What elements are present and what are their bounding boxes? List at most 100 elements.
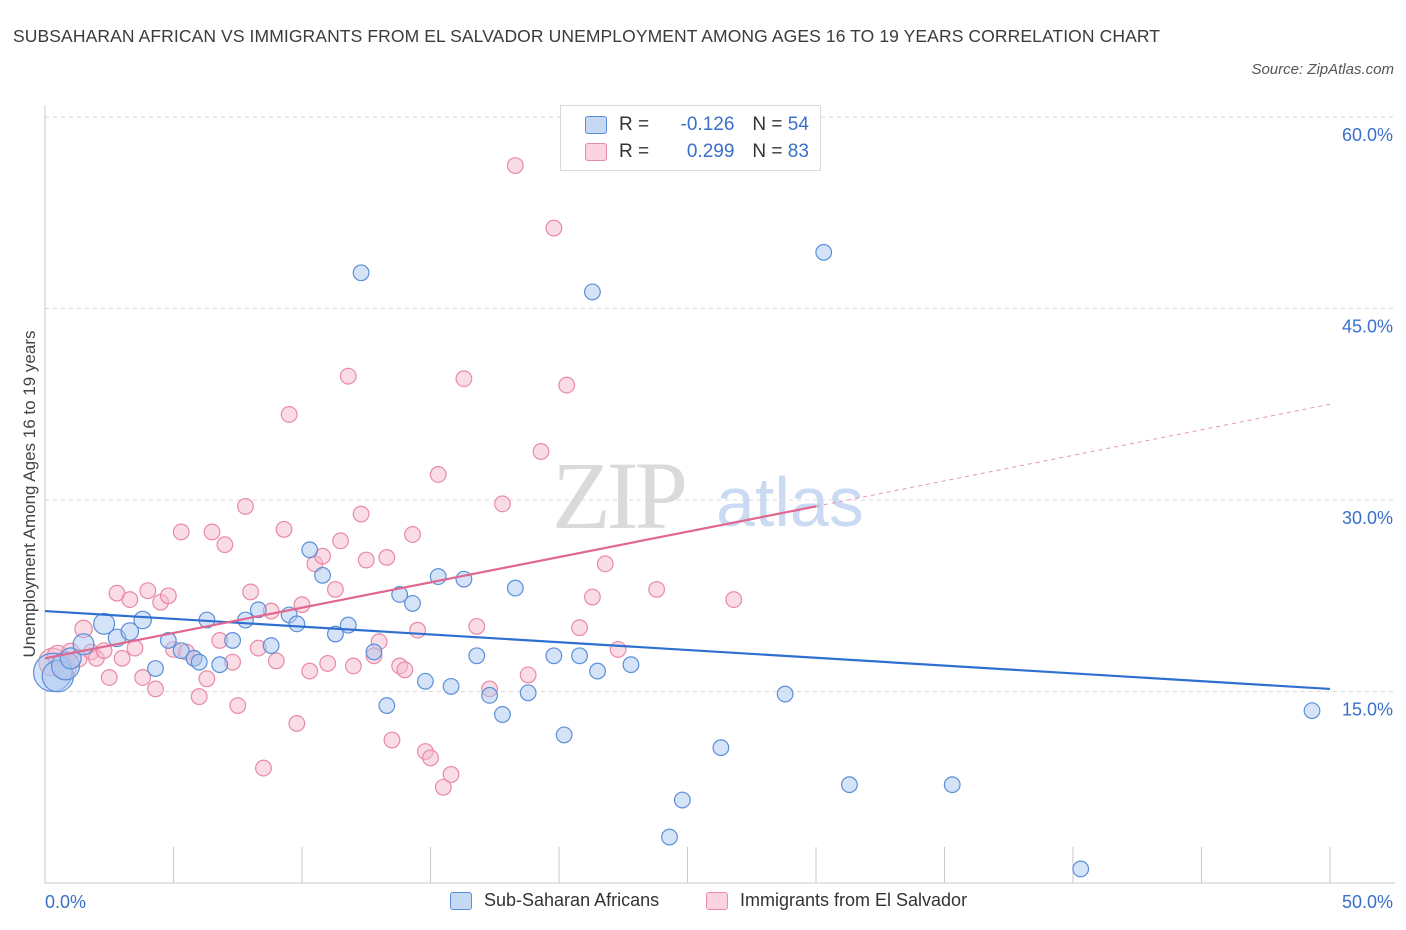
point-pink-60	[429, 466, 447, 483]
point-pink-43	[319, 654, 337, 672]
point-blue-5	[93, 612, 116, 635]
y-axis-label: Unemployment Among Ages 16 to 19 years	[20, 331, 39, 658]
point-blue-11	[172, 642, 190, 660]
point-pink-44	[326, 580, 344, 598]
legend-swatch-blue	[585, 116, 607, 134]
legend-label-el-salvador: Immigrants from El Salvador	[740, 890, 968, 910]
y-tick-label-0: 15.0%	[1342, 700, 1393, 720]
point-pink-29	[229, 697, 247, 714]
legend-n-label: N =	[752, 141, 783, 162]
legend-n-value: 54	[787, 114, 809, 135]
legend-row-blue: R = -0.126 N = 54	[585, 112, 809, 138]
point-pink-53	[383, 731, 401, 749]
point-blue-30	[404, 594, 421, 612]
legend-r-value: 0.299	[686, 141, 735, 162]
tick-labels: 15.0% 30.0% 45.0% 60.0% 0.0% 50.0%	[45, 125, 1393, 912]
point-blue-44	[589, 662, 606, 680]
point-blue-49	[776, 685, 794, 703]
watermark-zip: ZIP	[552, 442, 685, 549]
point-blue-29	[391, 586, 409, 603]
legend-swatch-el-salvador	[706, 891, 728, 910]
legend-n-value: 83	[787, 141, 809, 162]
point-blue-50	[815, 243, 833, 261]
point-pink-31	[242, 583, 260, 601]
point-blue-37	[494, 706, 511, 723]
point-blue-28	[378, 697, 396, 714]
point-pink-25	[203, 523, 221, 541]
point-blue-23	[314, 566, 331, 584]
point-pink-11	[113, 649, 131, 667]
point-pink-9	[100, 669, 118, 686]
point-pink-61	[434, 778, 452, 796]
point-blue-42	[571, 647, 588, 665]
point-pink-27	[216, 536, 234, 554]
point-blue-35	[468, 647, 486, 665]
point-blue-16	[224, 632, 242, 649]
point-blue-54	[1303, 702, 1321, 720]
point-pink-77	[725, 591, 743, 609]
grid	[45, 116, 1395, 692]
point-pink-36	[275, 520, 293, 538]
point-pink-57	[409, 621, 427, 639]
y-tick-label-1: 30.0%	[1342, 508, 1393, 528]
point-pink-73	[583, 588, 601, 606]
trend-line-pink	[44, 505, 817, 660]
point-pink-75	[609, 640, 627, 658]
point-blue-7	[120, 622, 140, 641]
point-pink-18	[159, 587, 177, 605]
point-blue-21	[288, 615, 306, 633]
point-blue-40	[545, 647, 563, 665]
point-blue-13	[190, 653, 208, 671]
point-blue-8	[133, 610, 152, 630]
point-blue-18	[249, 601, 267, 619]
legend-item-subsaharan[interactable]: Sub-Saharan Africans	[450, 890, 659, 911]
source-label: Source: ZipAtlas.com	[1251, 61, 1394, 78]
point-pink-64	[468, 617, 486, 635]
point-pink-52	[378, 549, 396, 566]
point-pink-20	[172, 523, 190, 541]
point-pink-70	[545, 219, 563, 237]
point-blue-9	[147, 660, 164, 677]
point-pink-40	[301, 662, 319, 680]
point-pink-16	[147, 680, 164, 698]
point-blue-22	[301, 541, 319, 559]
point-pink-68	[519, 666, 537, 684]
point-blue-48	[712, 739, 730, 757]
point-pink-45	[332, 532, 349, 550]
point-pink-30	[237, 497, 254, 515]
legend-swatch-subsaharan	[450, 891, 472, 910]
x-tick-label-1: 50.0%	[1342, 892, 1393, 912]
point-blue-33	[442, 677, 460, 695]
correlation-legend: R = -0.126 N = 54 R = 0.299 N = 83	[560, 105, 821, 171]
point-blue-15	[211, 656, 229, 674]
legend-r-label: R =	[619, 141, 650, 162]
y-tick-label-2: 45.0%	[1342, 317, 1393, 337]
trend-line-blue	[44, 609, 1331, 691]
point-pink-71	[558, 376, 576, 394]
point-pink-46	[339, 367, 357, 385]
point-pink-72	[571, 619, 588, 637]
point-blue-36	[481, 686, 499, 704]
point-blue-39	[519, 684, 537, 702]
axes	[44, 105, 1395, 884]
x-tick-label-0: 0.0%	[45, 892, 86, 912]
series-subsaharan	[32, 243, 1321, 878]
point-pink-66	[494, 495, 511, 513]
point-pink-48	[352, 505, 370, 523]
point-blue-53	[1072, 860, 1090, 878]
point-pink-62	[442, 766, 460, 783]
watermark: ZIP atlas	[552, 442, 864, 549]
point-blue-27	[365, 643, 383, 661]
point-blue-45	[622, 656, 640, 674]
point-blue-46	[661, 828, 678, 846]
point-pink-39	[293, 596, 311, 614]
legend-item-el-salvador[interactable]: Immigrants from El Salvador	[706, 890, 967, 911]
point-pink-47	[344, 657, 362, 675]
legend-row-pink: R = 0.299 N = 83	[585, 139, 809, 165]
point-blue-31	[416, 672, 434, 690]
point-pink-38	[288, 714, 306, 732]
point-pink-49	[357, 551, 375, 569]
legend-label-subsaharan: Sub-Saharan Africans	[484, 890, 660, 910]
watermark-atlas: atlas	[716, 463, 864, 541]
